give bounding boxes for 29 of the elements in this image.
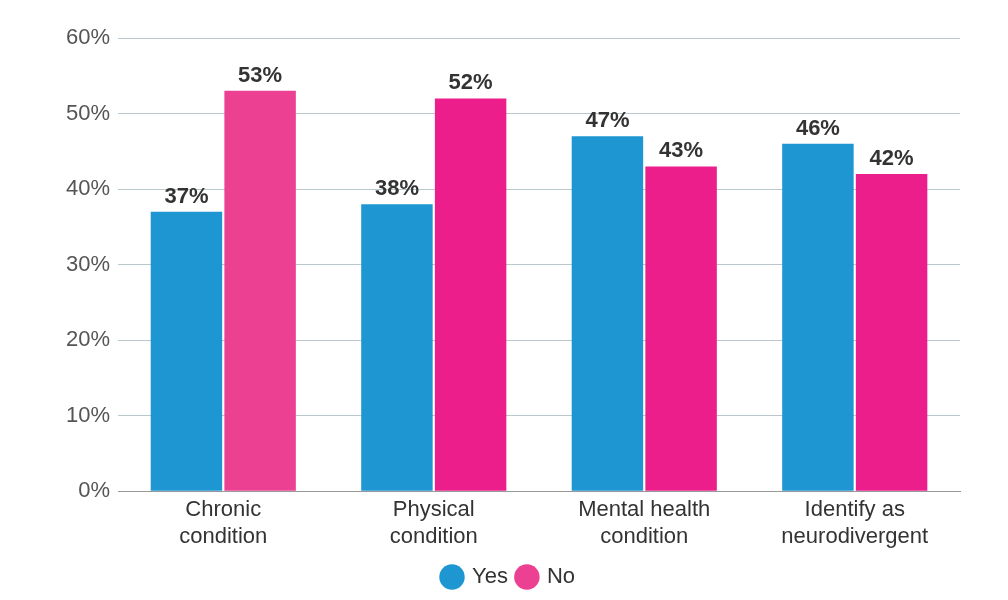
- y-tick-label: 20%: [65, 326, 111, 352]
- bar: [434, 98, 507, 491]
- y-tick-label: 10%: [65, 401, 111, 427]
- x-tick-label: Physical condition: [389, 496, 478, 548]
- bar: [571, 136, 644, 491]
- data-label: 52%: [448, 69, 493, 95]
- y-tick-label: 60%: [65, 24, 111, 50]
- data-label: 43%: [659, 137, 704, 163]
- legend-label: Yes: [471, 563, 508, 589]
- bar: [782, 143, 854, 491]
- y-tick-label: 40%: [65, 175, 111, 201]
- bar: [855, 173, 928, 491]
- x-tick-label: Chronic condition: [179, 496, 268, 548]
- legend-label: No: [546, 563, 576, 589]
- bar: [224, 90, 296, 491]
- data-label: 37%: [164, 182, 209, 208]
- y-tick-label: 0%: [78, 477, 111, 503]
- data-label: 47%: [585, 107, 630, 133]
- y-tick-label: 30%: [65, 250, 111, 276]
- data-label: 38%: [374, 175, 419, 201]
- bar: [361, 204, 433, 491]
- bar: [150, 211, 223, 491]
- bar: [645, 166, 717, 491]
- data-label: 42%: [869, 145, 914, 171]
- data-label: 46%: [795, 114, 840, 140]
- y-tick-label: 50%: [65, 99, 111, 125]
- x-tick-label: Mental health condition: [578, 496, 711, 548]
- data-label: 53%: [238, 61, 283, 87]
- x-tick-label: Identify as neurodivergent: [781, 496, 929, 548]
